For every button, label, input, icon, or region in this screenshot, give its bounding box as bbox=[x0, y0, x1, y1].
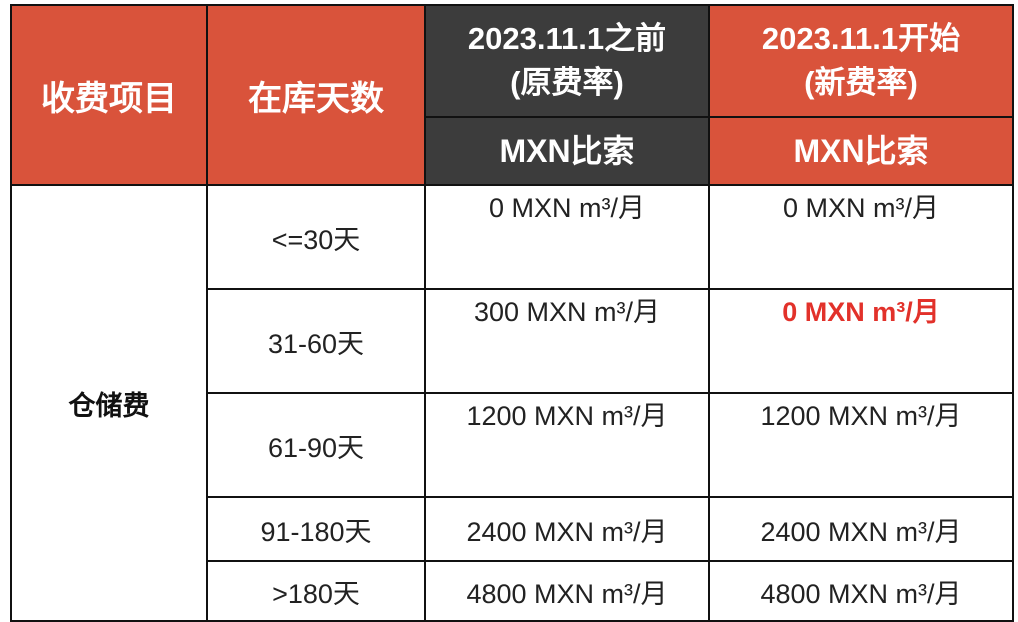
old-rate-cell: 0 MXN m³/月 bbox=[424, 184, 710, 290]
old-period-note: (原费率) bbox=[510, 65, 624, 100]
days-cell: <=30天 bbox=[206, 184, 426, 290]
table-row: 31-60天 300 MXN m³/月 0 MXN m³/月 bbox=[11, 288, 1014, 394]
new-rate-cell: 2400 MXN m³/月 bbox=[708, 496, 1014, 562]
new-rate-cell: 0 MXN m³/月 bbox=[708, 184, 1014, 290]
header-storage-days: 在库天数 bbox=[206, 4, 426, 186]
old-period-date: 2023.11.1之前 bbox=[467, 21, 667, 56]
new-rate-cell-highlighted: 0 MXN m³/月 bbox=[708, 288, 1014, 394]
days-cell: 91-180天 bbox=[206, 496, 426, 562]
header-row-top: 收费项目 在库天数 2023.11.1之前 (原费率) 2023.11.1开始 … bbox=[10, 4, 1014, 186]
old-rate-cell: 300 MXN m³/月 bbox=[424, 288, 710, 394]
header-new-currency: MXN比索 bbox=[708, 116, 1014, 186]
fee-rate-table: 收费项目 在库天数 2023.11.1之前 (原费率) 2023.11.1开始 … bbox=[10, 4, 1014, 622]
days-cell: 31-60天 bbox=[206, 288, 426, 394]
new-rate-cell: 1200 MXN m³/月 bbox=[708, 392, 1014, 498]
new-period-date: 2023.11.1开始 bbox=[761, 21, 961, 56]
old-rate-cell: 1200 MXN m³/月 bbox=[424, 392, 710, 498]
new-rate-cell: 4800 MXN m³/月 bbox=[708, 560, 1014, 622]
fee-item-storage: 仓储费 bbox=[10, 184, 208, 622]
old-rate-cell: 4800 MXN m³/月 bbox=[424, 560, 710, 622]
table-row: 61-90天 1200 MXN m³/月 1200 MXN m³/月 bbox=[11, 392, 1014, 498]
header-row-currency: MXN比索 MXN比索 bbox=[11, 116, 1014, 186]
days-cell: 61-90天 bbox=[206, 392, 426, 498]
header-old-currency: MXN比索 bbox=[424, 116, 710, 186]
header-new-period: 2023.11.1开始 (新费率) bbox=[708, 4, 1014, 118]
new-period-note: (新费率) bbox=[804, 65, 918, 100]
table-row: 仓储费 <=30天 0 MXN m³/月 0 MXN m³/月 bbox=[10, 184, 1014, 622]
table-row: >180天 4800 MXN m³/月 4800 MXN m³/月 bbox=[11, 560, 1014, 622]
header-fee-item: 收费项目 bbox=[10, 4, 208, 186]
table-row: 91-180天 2400 MXN m³/月 2400 MXN m³/月 bbox=[11, 496, 1014, 562]
days-cell: >180天 bbox=[206, 560, 426, 622]
header-old-period: 2023.11.1之前 (原费率) bbox=[424, 4, 710, 118]
old-rate-cell: 2400 MXN m³/月 bbox=[424, 496, 710, 562]
